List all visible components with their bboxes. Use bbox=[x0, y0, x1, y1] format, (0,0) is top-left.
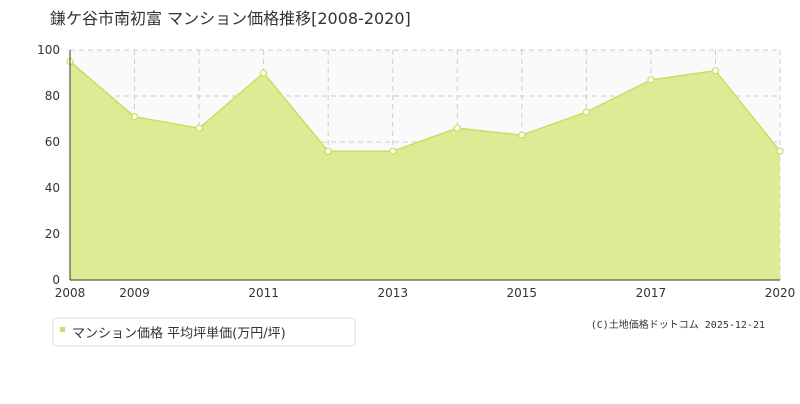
y-tick-label: 0 bbox=[52, 273, 60, 287]
chart-title: 鎌ケ谷市南初富 マンション価格推移[2008-2020] bbox=[50, 9, 411, 28]
y-tick-label: 100 bbox=[37, 43, 60, 57]
area bbox=[70, 61, 780, 280]
legend-label: マンション価格 平均坪単価(万円/坪) bbox=[72, 326, 286, 342]
y-tick-label: 80 bbox=[45, 89, 60, 103]
point bbox=[582, 108, 590, 116]
legend-swatch bbox=[60, 327, 65, 332]
point bbox=[776, 147, 784, 155]
point bbox=[647, 76, 655, 84]
legend-box bbox=[52, 317, 356, 347]
x-tick-label: 2017 bbox=[636, 286, 667, 300]
line bbox=[69, 60, 781, 152]
x-tick-label: 2011 bbox=[248, 286, 279, 300]
copyright: (C)土地価格ドットコム 2025-12-21 bbox=[591, 318, 765, 331]
y-tick-label: 20 bbox=[45, 227, 60, 241]
point bbox=[130, 113, 139, 121]
y-tick-label: 40 bbox=[45, 181, 60, 195]
x-tick-label: 2013 bbox=[377, 286, 408, 300]
point bbox=[195, 124, 203, 132]
x-tick-label: 2009 bbox=[119, 286, 150, 300]
point bbox=[453, 124, 461, 132]
x-tick-label: 2020 bbox=[765, 286, 796, 300]
point bbox=[260, 69, 268, 77]
x-tick-label: 2008 bbox=[55, 286, 86, 300]
point bbox=[518, 131, 526, 139]
y-tick-label: 60 bbox=[45, 135, 60, 149]
x-tick-label: 2015 bbox=[507, 286, 538, 300]
point bbox=[711, 67, 720, 75]
point bbox=[389, 147, 397, 155]
point bbox=[324, 147, 332, 155]
